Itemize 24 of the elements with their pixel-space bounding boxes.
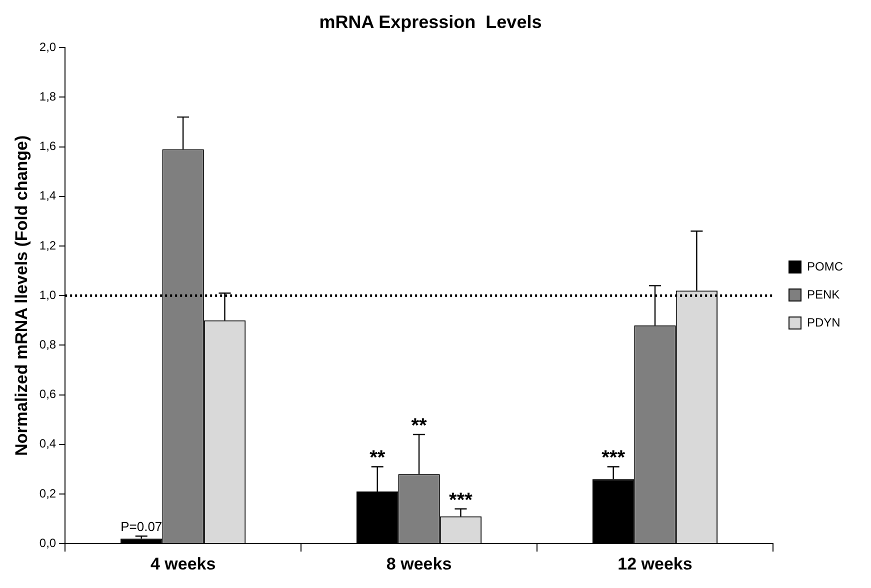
y-tick-label: 2,0 [39, 40, 56, 54]
legend-label: POMC [807, 259, 844, 274]
y-tick-label: 0,8 [39, 338, 56, 352]
x-tick-label: 8 weeks [386, 554, 452, 574]
y-axis-title: Normalized mRNA llevels (Fold change) [12, 135, 31, 456]
annotation: P=0.07 [120, 519, 162, 534]
y-tick-label: 1,6 [39, 139, 56, 154]
y-tick-label: 1,4 [39, 188, 56, 203]
y-tick-label: 1,0 [39, 288, 56, 302]
annotation: ** [411, 414, 428, 437]
y-tick-label: 0,2 [39, 486, 56, 500]
y-tick-label: 1,2 [39, 238, 56, 252]
chart-title: mRNA Expression Levels [319, 12, 542, 32]
y-tick-label: 1,8 [39, 90, 56, 104]
x-tick-label: 12 weeks [618, 554, 692, 574]
annotation: ** [370, 447, 386, 470]
y-tick-label: 0,6 [39, 387, 56, 402]
annotation: *** [602, 447, 626, 470]
legend-label: PDYN [807, 315, 840, 330]
legend-label: PENK [807, 287, 840, 302]
x-tick-label: 4 weeks [150, 554, 216, 574]
y-tick-label: 0,4 [39, 436, 56, 451]
y-tick-label: 0,0 [39, 536, 56, 550]
annotation: *** [449, 489, 473, 512]
